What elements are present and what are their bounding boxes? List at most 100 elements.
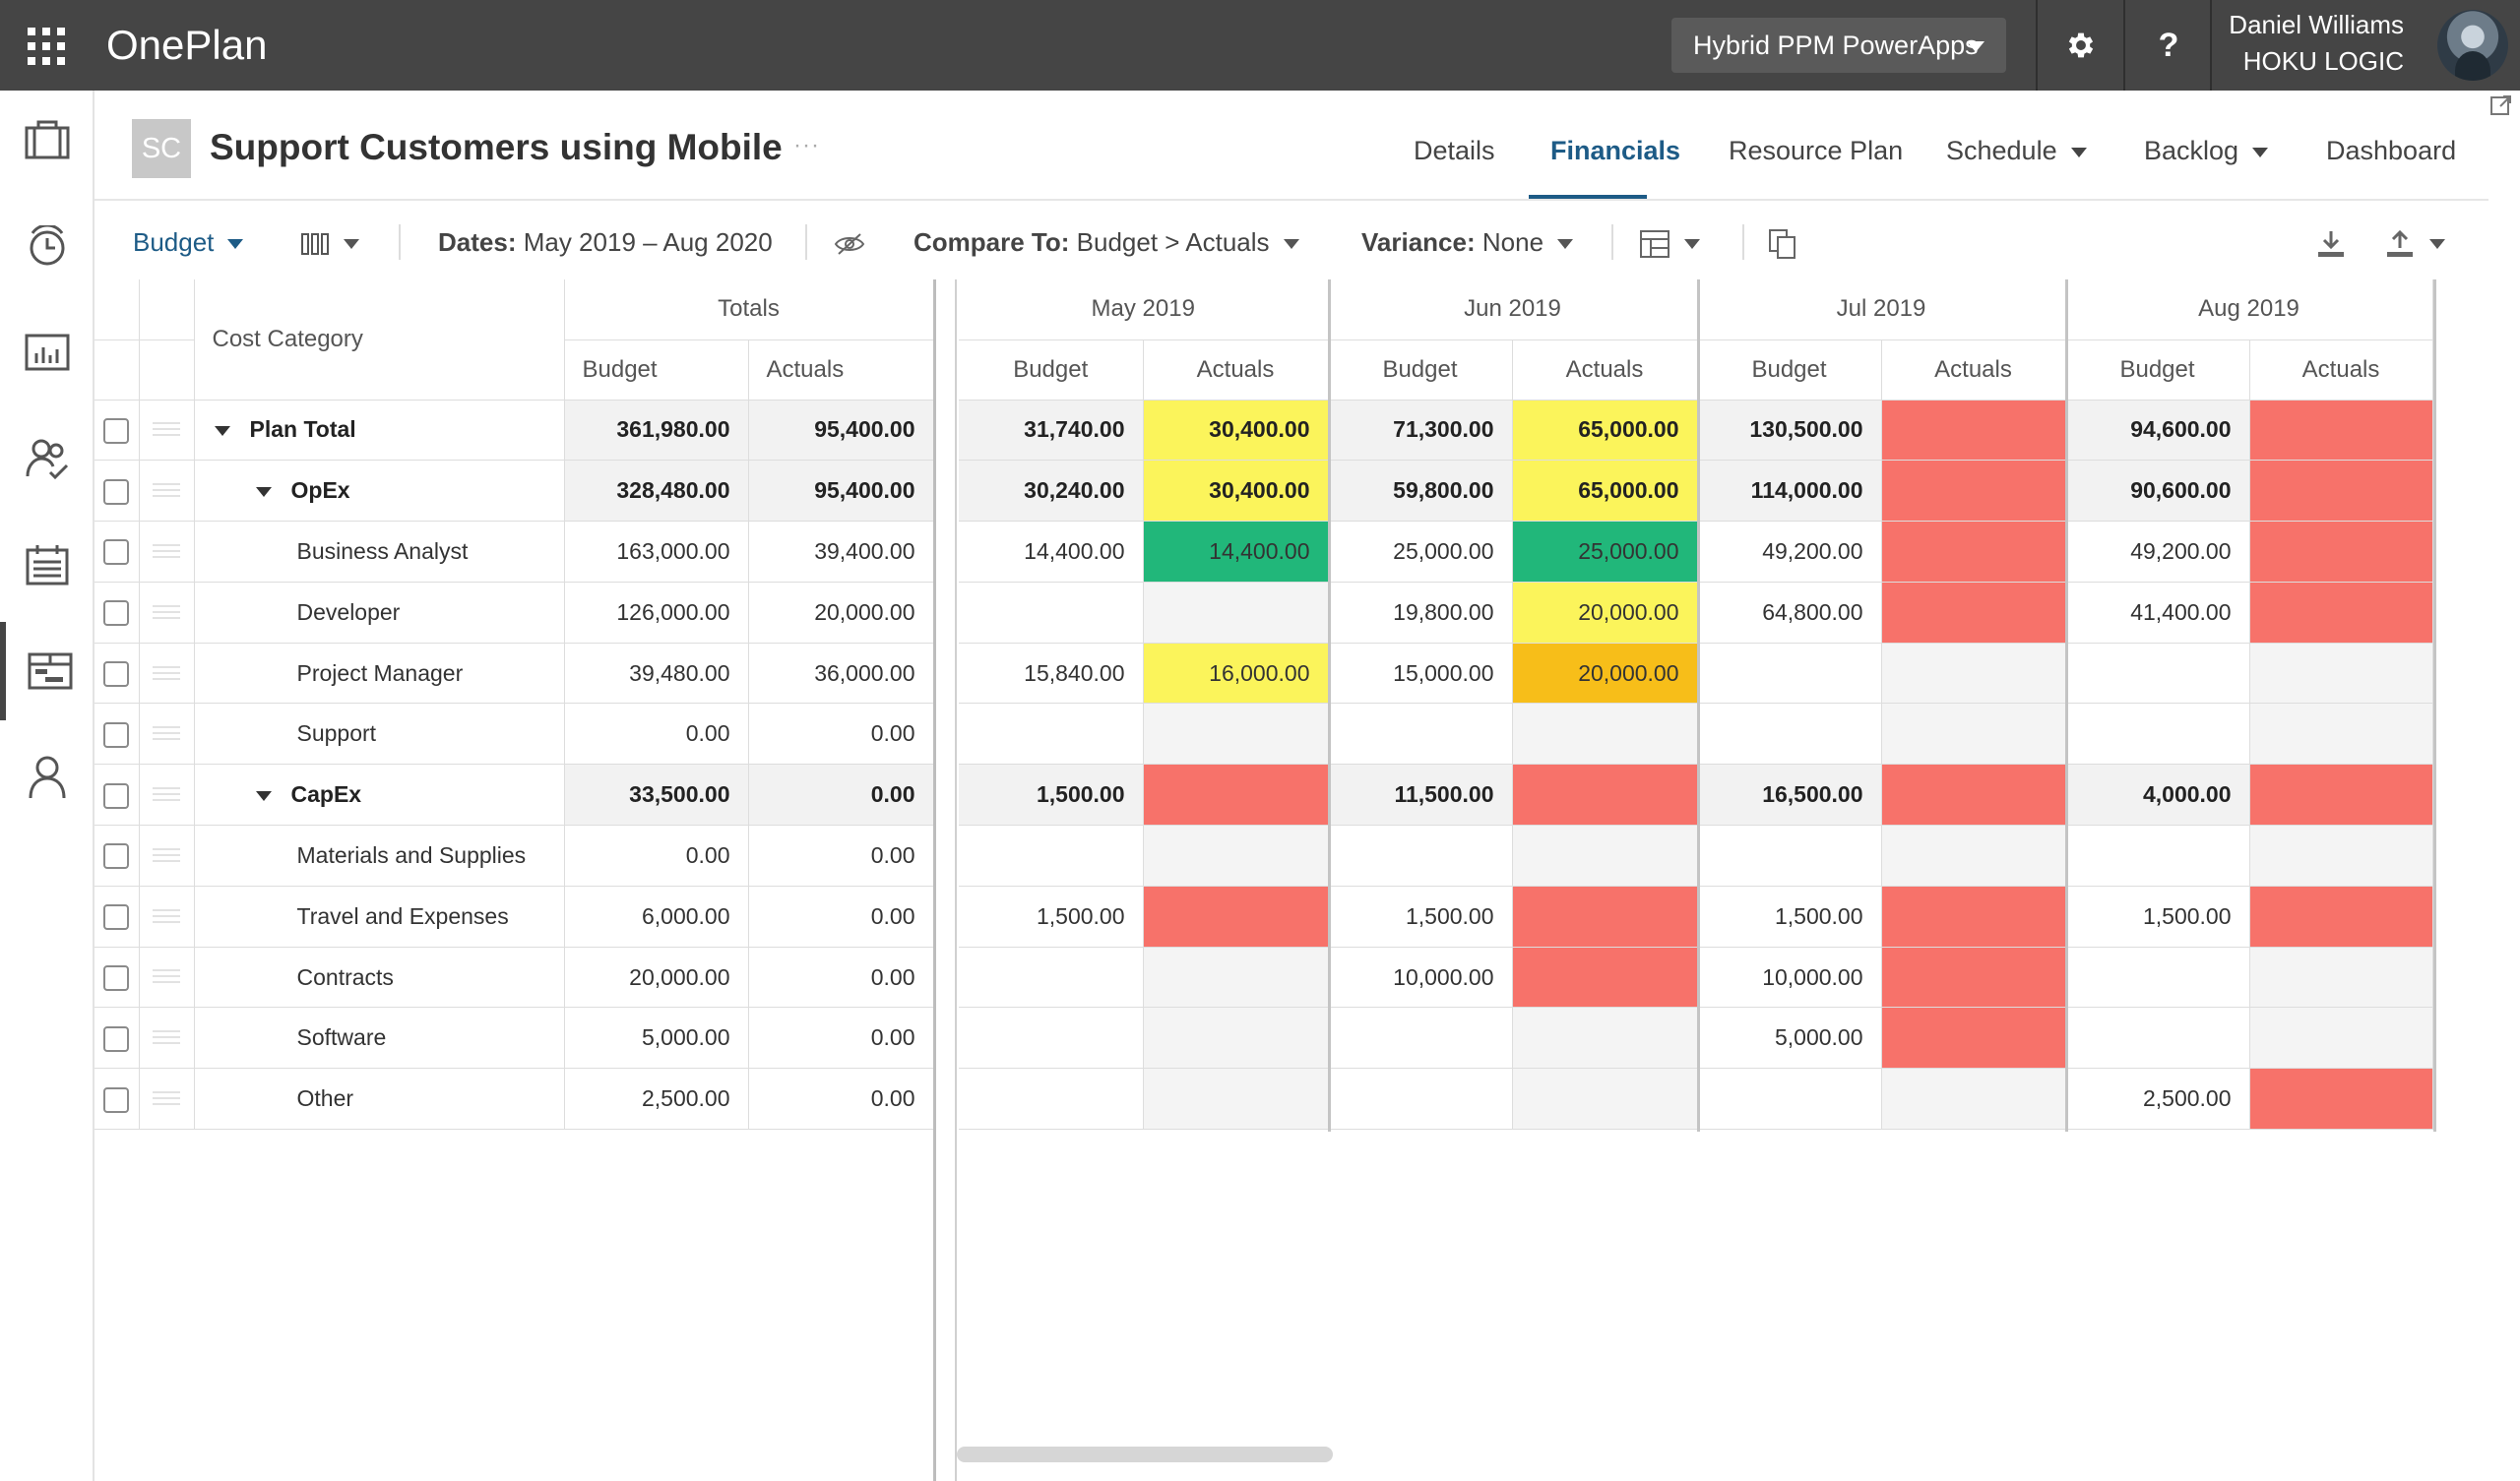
row-checkbox[interactable] (103, 1025, 130, 1052)
month-actuals-cell[interactable] (2249, 460, 2433, 523)
drag-handle-icon[interactable] (153, 847, 180, 866)
month-actuals-cell[interactable] (1881, 582, 2066, 644)
rail-portfolio[interactable] (0, 91, 94, 189)
month-actuals-cell[interactable] (1881, 643, 2066, 705)
month-budget-cell[interactable]: 15,000.00 (1328, 643, 1513, 705)
month-actuals-cell[interactable]: 20,000.00 (1512, 643, 1698, 705)
total-budget-cell[interactable]: 328,480.00 (564, 460, 749, 523)
month-budget-cell[interactable]: 1,500.00 (959, 886, 1144, 948)
month-budget-cell[interactable]: 25,000.00 (1328, 521, 1513, 583)
app-launcher-icon[interactable] (28, 28, 65, 65)
month-actuals-cell[interactable] (1143, 1068, 1329, 1131)
table-row[interactable]: Business Analyst 163,000.00 39,400.00 (94, 521, 934, 583)
month-actuals-cell[interactable] (1512, 947, 1698, 1009)
avatar[interactable] (2437, 10, 2508, 81)
drag-handle-icon[interactable] (153, 908, 180, 927)
month-budget-cell[interactable]: 1,500.00 (1328, 886, 1513, 948)
month-budget-cell[interactable]: 19,800.00 (1328, 582, 1513, 644)
cost-category-cell[interactable]: CapEx (194, 764, 565, 827)
row-checkbox[interactable] (103, 904, 130, 931)
month-actuals-cell[interactable] (1143, 886, 1329, 948)
total-actuals-cell[interactable]: 0.00 (748, 703, 934, 766)
month-budget-cell[interactable]: 14,400.00 (959, 521, 1144, 583)
month-actuals-cell[interactable] (1512, 886, 1698, 948)
dates-selector[interactable]: Dates: May 2019 – Aug 2020 (438, 219, 773, 265)
month-actuals-cell[interactable] (1881, 400, 2066, 462)
drag-handle-icon[interactable] (153, 969, 180, 988)
columns-dropdown[interactable] (300, 219, 359, 265)
month-actuals-cell[interactable] (1881, 460, 2066, 523)
more-options-icon[interactable]: ··· (793, 132, 820, 158)
month-budget-cell[interactable]: 41,400.00 (2065, 582, 2250, 644)
month-budget-cell[interactable]: 130,500.00 (1697, 400, 1882, 462)
month-budget-cell[interactable]: 15,840.00 (959, 643, 1144, 705)
month-actuals-cell[interactable] (1512, 1007, 1698, 1070)
month-budget-cell[interactable] (959, 947, 1144, 1009)
month-budget-cell[interactable]: 49,200.00 (1697, 521, 1882, 583)
cost-category-cell[interactable]: Other (194, 1068, 565, 1131)
month-budget-cell[interactable] (959, 1007, 1144, 1070)
collapse-toggle-icon[interactable] (255, 487, 272, 498)
drag-handle-icon[interactable] (153, 604, 180, 623)
month-actuals-cell[interactable] (1881, 764, 2066, 827)
drag-handle-icon[interactable] (153, 1091, 180, 1110)
row-checkbox[interactable] (103, 843, 130, 870)
total-budget-cell[interactable]: 0.00 (564, 825, 749, 887)
table-row[interactable]: 19,800.00 20,000.00 64,800.00 41,400.00 (959, 582, 2433, 644)
month-actuals-cell[interactable] (1143, 825, 1329, 887)
month-budget-cell[interactable]: 49,200.00 (2065, 521, 2250, 583)
month-budget-cell[interactable] (1328, 825, 1513, 887)
month-budget-cell[interactable] (2065, 947, 2250, 1009)
tab-schedule[interactable]: Schedule (1946, 128, 2087, 177)
table-row[interactable]: Support 0.00 0.00 (94, 703, 934, 766)
month-actuals-cell[interactable] (1881, 521, 2066, 583)
month-budget-cell[interactable] (2065, 825, 2250, 887)
month-budget-cell[interactable] (1697, 1068, 1882, 1131)
month-actuals-cell[interactable] (2249, 886, 2433, 948)
cost-category-cell[interactable]: Business Analyst (194, 521, 565, 583)
drag-handle-icon[interactable] (153, 543, 180, 562)
month-budget-cell[interactable] (2065, 643, 2250, 705)
rail-time[interactable] (0, 197, 94, 295)
user-name[interactable]: Daniel Williams (2229, 10, 2404, 39)
month-actuals-cell[interactable] (2249, 400, 2433, 462)
row-checkbox[interactable] (103, 965, 130, 992)
month-actuals-cell[interactable] (1881, 703, 2066, 766)
table-row[interactable]: Developer 126,000.00 20,000.00 (94, 582, 934, 644)
rail-resources[interactable] (0, 409, 94, 508)
month-budget-cell[interactable] (959, 703, 1144, 766)
table-row[interactable]: 2,500.00 (959, 1068, 2433, 1131)
table-row[interactable]: OpEx 328,480.00 95,400.00 (94, 460, 934, 523)
month-budget-cell[interactable]: 5,000.00 (1697, 1007, 1882, 1070)
month-actuals-cell[interactable]: 20,000.00 (1512, 582, 1698, 644)
month-budget-cell[interactable] (1328, 1068, 1513, 1131)
month-budget-cell[interactable] (1697, 825, 1882, 887)
month-actuals-cell[interactable] (2249, 703, 2433, 766)
tab-financials[interactable]: Financials (1550, 136, 1681, 165)
month-budget-cell[interactable]: 4,000.00 (2065, 764, 2250, 827)
total-actuals-cell[interactable]: 0.00 (748, 764, 934, 827)
total-actuals-cell[interactable]: 0.00 (748, 825, 934, 887)
drag-handle-icon[interactable] (153, 726, 180, 745)
table-row[interactable]: 1,500.00 11,500.00 16,500.00 4,000.00 (959, 764, 2433, 827)
row-checkbox[interactable] (103, 782, 130, 809)
drag-handle-icon[interactable] (153, 1030, 180, 1049)
month-budget-cell[interactable] (1697, 703, 1882, 766)
month-actuals-cell[interactable] (2249, 1068, 2433, 1131)
month-budget-cell[interactable] (1328, 703, 1513, 766)
expand-icon[interactable] (2490, 94, 2512, 116)
month-budget-cell[interactable]: 71,300.00 (1328, 400, 1513, 462)
horizontal-scrollbar[interactable] (957, 1447, 1333, 1462)
month-actuals-cell[interactable]: 65,000.00 (1512, 460, 1698, 523)
download-button[interactable] (2315, 219, 2347, 265)
total-budget-cell[interactable]: 20,000.00 (564, 947, 749, 1009)
total-budget-cell[interactable]: 6,000.00 (564, 886, 749, 948)
month-actuals-cell[interactable] (1881, 886, 2066, 948)
collapse-toggle-icon[interactable] (214, 426, 230, 437)
total-budget-cell[interactable]: 39,480.00 (564, 643, 749, 705)
table-row[interactable]: 14,400.00 14,400.00 25,000.00 25,000.00 49,2… (959, 521, 2433, 583)
total-budget-cell[interactable]: 0.00 (564, 703, 749, 766)
total-budget-cell[interactable]: 5,000.00 (564, 1007, 749, 1070)
collapse-toggle-icon[interactable] (255, 791, 272, 802)
total-actuals-cell[interactable]: 0.00 (748, 947, 934, 1009)
